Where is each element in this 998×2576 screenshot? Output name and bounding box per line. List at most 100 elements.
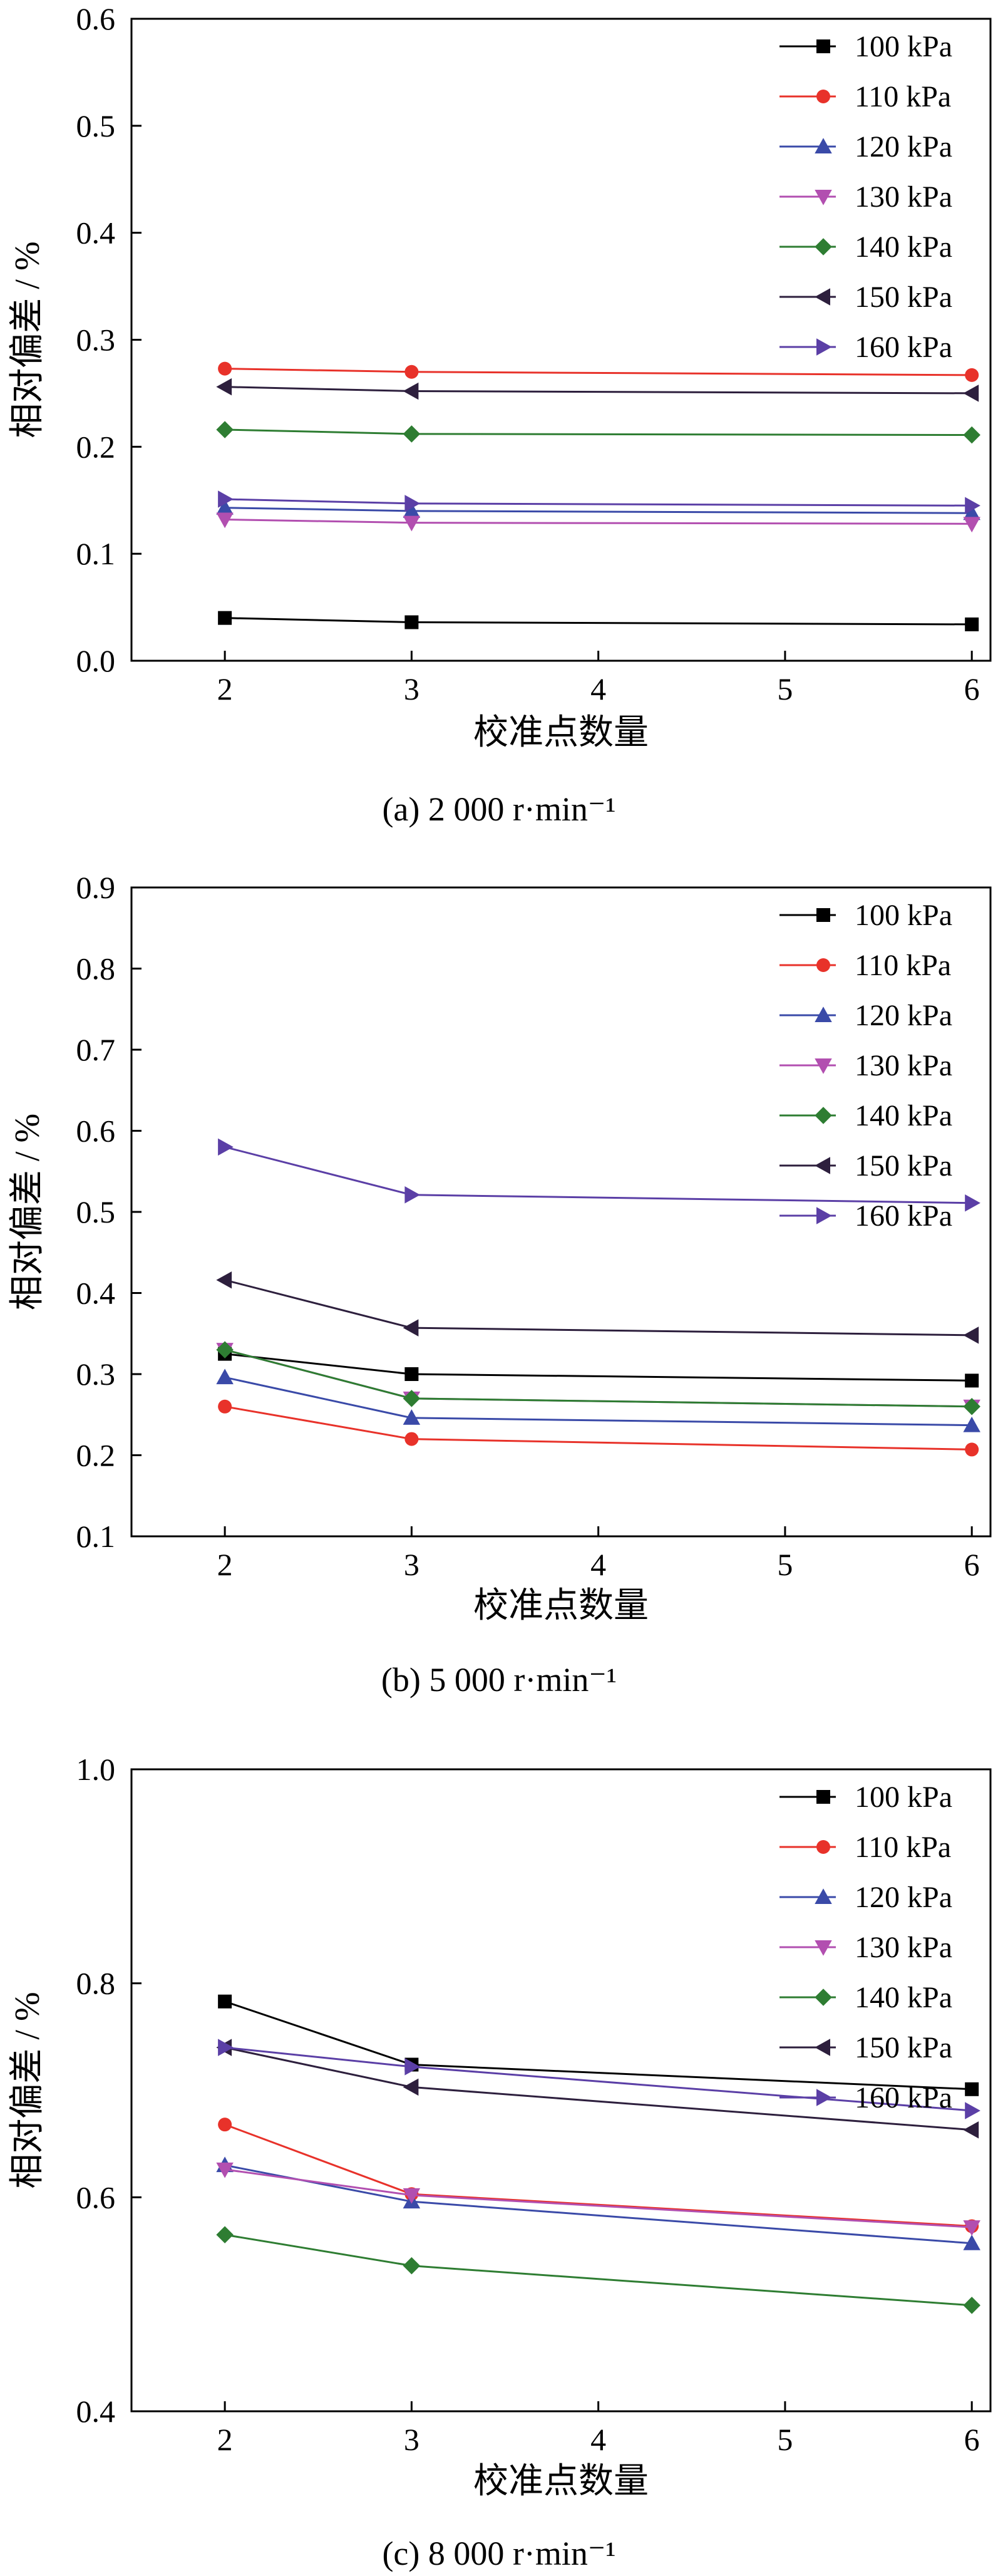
data-point — [963, 1416, 980, 1432]
data-point — [218, 611, 232, 625]
legend-label: 100 kPa — [855, 899, 952, 932]
data-point — [403, 515, 421, 532]
x-axis-label: 校准点数量 — [473, 713, 649, 752]
series-line — [225, 617, 972, 626]
y-tick-label: 0.6 — [76, 1114, 116, 1149]
legend-marker — [815, 138, 832, 153]
data-point — [403, 1390, 421, 1407]
legend-marker — [815, 2039, 830, 2056]
data-point — [403, 2257, 421, 2275]
panel-caption: (b) 5 000 r·min⁻¹ — [381, 1661, 617, 1699]
y-axis-label: 相对偏差 / % — [8, 241, 47, 438]
data-point — [403, 502, 421, 518]
series-line — [225, 507, 972, 514]
series-line — [225, 498, 972, 507]
y-tick-label: 0.6 — [76, 1, 116, 36]
legend-marker — [816, 338, 832, 356]
panel-caption: (c) 8 000 r·min⁻¹ — [382, 2535, 615, 2572]
legend-label: 100 kPa — [855, 1781, 952, 1814]
series-line — [225, 386, 972, 395]
legend-label: 160 kPa — [855, 331, 952, 364]
y-tick-label: 0.1 — [76, 1519, 116, 1554]
data-point — [404, 495, 421, 512]
data-point — [218, 361, 232, 376]
plot-frame — [130, 1768, 992, 2413]
data-point — [965, 2082, 979, 2096]
legend-marker — [815, 288, 830, 306]
series-line — [224, 1348, 972, 1408]
data-point — [404, 1186, 421, 1204]
legend-marker — [816, 958, 830, 972]
legend-marker — [815, 190, 832, 205]
data-point — [403, 1409, 421, 1425]
y-tick-label: 0.8 — [76, 951, 116, 986]
data-point — [965, 2102, 980, 2119]
legend-marker — [816, 2089, 832, 2106]
data-point — [216, 2226, 234, 2243]
y-tick-label: 0.9 — [76, 870, 116, 905]
legend-marker — [815, 1006, 832, 1022]
y-tick-label: 0.5 — [76, 1194, 116, 1229]
series-line — [224, 2168, 972, 2228]
legend-label: 150 kPa — [855, 1149, 952, 1182]
y-tick-label: 0.7 — [76, 1032, 116, 1067]
legend-marker — [815, 1888, 832, 1904]
legend-marker — [815, 238, 832, 256]
x-tick-label: 6 — [964, 1547, 980, 1582]
legend-label: 150 kPa — [855, 2031, 952, 2064]
y-tick-label: 0.6 — [76, 2180, 116, 2215]
y-tick-label: 0.5 — [76, 108, 116, 143]
x-tick-label: 5 — [777, 1547, 793, 1582]
legend-marker — [816, 90, 830, 103]
data-point — [963, 504, 980, 520]
data-point — [963, 517, 980, 533]
y-axis-label: 相对偏差 / % — [8, 1114, 47, 1310]
x-tick-label: 6 — [964, 671, 980, 706]
legend-marker — [816, 39, 830, 53]
data-point — [218, 2039, 234, 2056]
y-tick-label: 0.2 — [76, 1438, 116, 1473]
x-tick-label: 3 — [404, 1547, 419, 1582]
data-point — [965, 1442, 979, 1457]
legend-label: 110 kPa — [855, 80, 951, 113]
x-axis-label: 校准点数量 — [473, 2462, 649, 2501]
data-point — [218, 2118, 232, 2132]
data-point — [403, 382, 419, 400]
legend-marker — [816, 1790, 830, 1804]
legend-marker — [816, 1840, 830, 1854]
series-line — [224, 1353, 972, 1382]
legend-label: 160 kPa — [855, 1199, 952, 1233]
y-axis-label: 相对偏差 / % — [8, 1992, 47, 2188]
series-line — [225, 428, 972, 437]
data-point — [965, 497, 980, 515]
data-point — [963, 1327, 979, 1344]
legend-label: 130 kPa — [855, 180, 952, 214]
series-line — [224, 2233, 972, 2307]
y-tick-label: 0.2 — [76, 429, 116, 464]
y-tick-label: 0.3 — [76, 1357, 116, 1392]
data-point — [216, 421, 234, 438]
x-tick-label: 5 — [777, 671, 793, 706]
legend-label: 130 kPa — [855, 1049, 952, 1082]
legend-marker — [815, 1157, 830, 1174]
data-point — [963, 2235, 980, 2250]
data-point — [404, 1367, 419, 1381]
data-point — [404, 365, 419, 379]
legend-label: 150 kPa — [855, 281, 952, 314]
x-tick-label: 2 — [217, 1547, 233, 1582]
legend-label: 130 kPa — [855, 1931, 952, 1964]
x-tick-label: 4 — [590, 671, 606, 706]
data-point — [216, 1368, 234, 1385]
data-point — [218, 490, 234, 508]
data-point — [963, 426, 980, 444]
data-point — [965, 368, 979, 382]
series-line — [225, 368, 972, 376]
legend-marker — [815, 1989, 832, 2006]
x-tick-label: 3 — [404, 671, 419, 706]
chart-panel-b: 0.1 0.2 0.3 0.4 0.5 0.6 0.7 0.8 0.9 2 3 4 5 6 校准点数量 相对偏… — [8, 870, 992, 1699]
data-point — [218, 1138, 234, 1156]
data-point — [404, 615, 419, 629]
series-line — [225, 519, 972, 525]
chart-panel-c: 0.4 0.6 0.8 1.0 2 3 4 5 6 校准点数量 相对偏差 / % (c) 8 000 … — [8, 1752, 992, 2572]
x-tick-label: 4 — [590, 1547, 606, 1582]
